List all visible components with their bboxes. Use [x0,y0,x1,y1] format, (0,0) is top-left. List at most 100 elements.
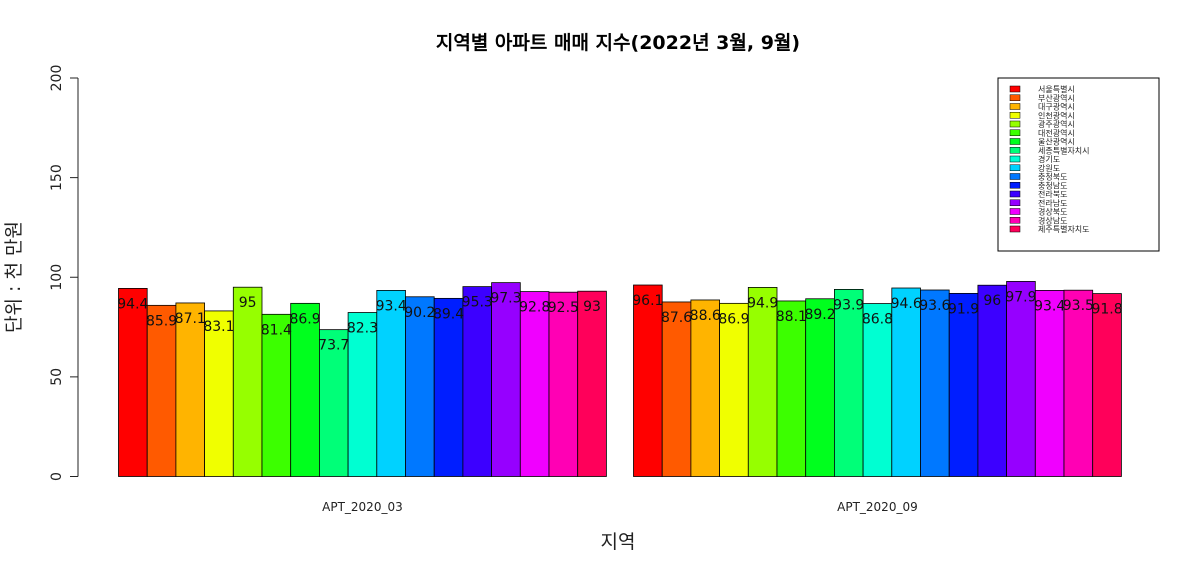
data-label: 93.4 [1034,298,1065,314]
y-tick-label: 50 [49,368,65,386]
data-label: 92.5 [548,300,579,316]
x-axis-label: 지역 [601,531,636,553]
legend-label: 제주특별자치도 [1038,224,1090,234]
data-label: 93 [583,299,601,315]
data-label: 93.4 [376,298,407,314]
bar [433,297,464,477]
data-label: 97.3 [490,291,521,307]
bar [776,300,807,477]
legend-swatch [1009,138,1021,145]
bar [1034,290,1065,477]
bar [491,282,521,477]
data-label: 91.8 [1091,302,1122,318]
data-label: 94.9 [747,295,778,311]
data-label: 88.6 [690,308,721,324]
data-label: 82.3 [347,321,378,337]
bar [633,284,663,477]
data-label: 89.2 [804,307,835,323]
bar [519,291,550,477]
y-tick-label: 100 [49,264,65,291]
legend-label: 전라남도 [1038,198,1067,208]
legend-label: 전라북도 [1038,189,1067,199]
bar [462,286,492,477]
legend-swatch [1009,103,1021,110]
y-tick-label: 0 [49,472,65,481]
data-label: 96 [983,293,1001,309]
legend-label: 충청북도 [1038,173,1067,182]
bar [862,303,893,477]
legend-label: 대전광역시 [1038,128,1075,138]
bar [290,302,320,477]
legend-swatch [1009,164,1021,171]
bar [577,290,607,477]
y-tick-label: 200 [49,65,65,92]
y-tick-label: 150 [49,164,65,191]
bar [805,298,835,477]
data-label: 89.4 [433,306,464,322]
data-label: 95 [239,295,257,311]
data-label: 86.9 [718,311,749,327]
legend-label: 강원도 [1038,163,1060,173]
data-label: 96.1 [632,293,663,309]
data-label: 86.9 [289,311,320,327]
legend-swatch [1009,217,1021,224]
legend-swatch [1009,208,1021,215]
legend-box [997,77,1160,252]
data-label: 94.4 [117,296,148,312]
data-label: 93.9 [833,297,864,313]
legend-label: 인천광역시 [1038,110,1075,120]
data-label: 93.5 [1063,298,1094,314]
legend-swatch [1009,199,1021,206]
legend-swatch [1009,182,1021,189]
bar [261,313,292,477]
bar [1006,281,1036,477]
legend-label: 울산광역시 [1038,137,1075,147]
bar [1092,293,1122,477]
data-label: 92.8 [519,300,550,316]
data-label: 95.3 [462,295,493,311]
legend: 서울특별시부산광역시대구광역시인천광역시광주광역시대전광역시울산광역시세종특별자… [997,77,1160,252]
bar [548,291,579,477]
bar [977,284,1008,477]
legend-label: 서울특별시 [1038,84,1075,94]
bars [118,281,1122,477]
y-axis-label: 단위 : 천 만원 [3,221,25,333]
bar [232,286,263,477]
legend-label: 대구광역시 [1038,102,1075,112]
bar [347,312,378,477]
bar [146,304,177,477]
legend-label: 경상북도 [1038,207,1067,217]
chart-title: 지역별 아파트 매매 지수(2022년 3월, 9월) [436,32,800,54]
legend-swatch [1009,155,1021,163]
legend-swatch [1009,190,1021,198]
data-label: 90.2 [404,305,435,321]
data-label: 93.6 [919,298,950,314]
bar [204,310,234,477]
legend-swatch [1009,85,1021,93]
legend-swatch [1009,129,1021,136]
bar [920,289,950,477]
data-label: 85.9 [146,313,177,329]
legend-label: 세종특별자치시 [1038,145,1090,155]
bar [175,302,205,477]
data-label: 94.6 [891,296,922,312]
data-label: 81.4 [261,322,292,338]
data-label: 83.1 [203,319,234,335]
data-label: 73.7 [318,338,349,354]
legend-swatch [1009,225,1021,233]
legend-label: 광주광역시 [1038,119,1075,129]
legend-label: 경상남도 [1038,215,1067,225]
bar [661,301,692,477]
bar [118,288,148,477]
legend-label: 부산광역시 [1038,93,1075,103]
bar [690,299,721,477]
data-label: 86.8 [862,312,893,328]
legend-swatch [1009,173,1021,180]
data-label: 87.6 [661,310,692,326]
x-category-labels: APT_2020_03 APT_2020_09 [322,500,918,514]
bar [318,329,349,477]
category-label: APT_2020_03 [322,500,403,514]
legend-swatch [1009,94,1021,101]
bar [405,296,435,477]
